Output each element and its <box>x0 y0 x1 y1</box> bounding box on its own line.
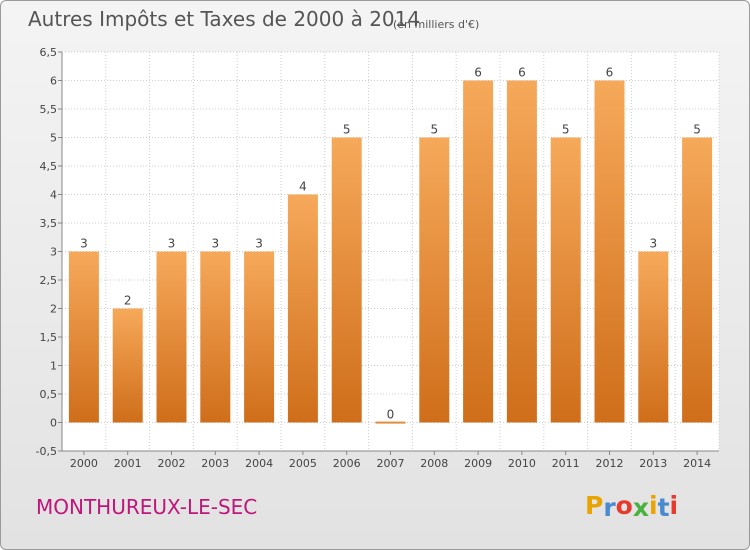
x-tick-label: 2007 <box>377 457 405 470</box>
bar-2000 <box>68 251 99 423</box>
x-tick-label: 2008 <box>420 457 448 470</box>
y-tick-label: 4,5 <box>40 160 58 173</box>
data-label: 5 <box>693 123 701 137</box>
bar-2009 <box>463 80 494 423</box>
logo-letter: o <box>615 491 633 520</box>
bar-2007 <box>375 421 406 424</box>
logo-letter: P <box>585 491 604 520</box>
bar-2012 <box>594 80 625 423</box>
x-tick-label: 2010 <box>508 457 536 470</box>
data-label: 6 <box>518 66 526 80</box>
data-label: 5 <box>343 123 351 137</box>
data-label: 3 <box>211 237 219 251</box>
bar-2005 <box>287 194 318 423</box>
x-tick-label: 2004 <box>245 457 273 470</box>
data-label: 2 <box>124 294 132 308</box>
bar-2004 <box>244 251 275 423</box>
x-tick-label: 2014 <box>683 457 711 470</box>
bar-2011 <box>550 137 581 423</box>
y-tick-label: 1,5 <box>40 331 58 344</box>
data-label: 6 <box>474 66 482 80</box>
bar-2003 <box>200 251 231 423</box>
bar-2008 <box>419 137 450 423</box>
x-tick-label: 2001 <box>114 457 142 470</box>
bar-2010 <box>506 80 537 423</box>
x-tick-label: 2003 <box>201 457 229 470</box>
x-tick-label: 2005 <box>289 457 317 470</box>
bar-2001 <box>112 308 143 423</box>
data-label: 3 <box>80 237 88 251</box>
logo-letter: t <box>657 493 670 522</box>
logo-letter: x <box>632 493 649 522</box>
chart-title: Autres Impôts et Taxes de 2000 à 2014 <box>28 7 421 31</box>
y-tick-label: 2 <box>50 303 57 316</box>
y-tick-label: 0,5 <box>40 388 58 401</box>
y-tick-label: 1 <box>50 360 57 373</box>
bar-2006 <box>331 137 362 423</box>
y-tick-label: 5 <box>50 132 57 145</box>
y-tick-label: 6,5 <box>40 46 58 59</box>
x-tick-label: 2011 <box>552 457 580 470</box>
chart-subtitle: (en milliers d'€) <box>393 18 480 31</box>
data-label: 0 <box>387 408 395 422</box>
data-label: 5 <box>430 123 438 137</box>
x-tick-label: 2002 <box>158 457 186 470</box>
bar-2013 <box>638 251 669 423</box>
y-tick-label: -0,5 <box>36 445 57 458</box>
y-tick-label: 0 <box>50 417 57 430</box>
y-tick-label: 6 <box>50 75 57 88</box>
y-tick-label: 3,5 <box>40 217 58 230</box>
x-tick-label: 2012 <box>596 457 624 470</box>
data-label: 3 <box>255 237 263 251</box>
data-label: 6 <box>606 66 614 80</box>
data-label: 3 <box>649 237 657 251</box>
y-tick-label: 2,5 <box>40 274 58 287</box>
x-tick-label: 2000 <box>70 457 98 470</box>
data-label: 3 <box>168 237 176 251</box>
data-label: 4 <box>299 180 307 194</box>
x-tick-label: 2009 <box>464 457 492 470</box>
bar-2014 <box>682 137 713 423</box>
y-tick-label: 4 <box>50 189 57 202</box>
bar-2002 <box>156 251 187 423</box>
logo-letter: i <box>669 491 679 520</box>
y-tick-label: 3 <box>50 246 57 259</box>
y-tick-label: 5,5 <box>40 103 58 116</box>
proxiti-logo[interactable]: Proxiti <box>585 491 679 522</box>
logo-letter: r <box>603 493 616 522</box>
data-label: 5 <box>562 123 570 137</box>
x-tick-label: 2013 <box>639 457 667 470</box>
logo-letter: i <box>649 491 658 520</box>
x-tick-label: 2006 <box>333 457 361 470</box>
commune-name: MONTHUREUX-LE-SEC <box>36 495 258 519</box>
